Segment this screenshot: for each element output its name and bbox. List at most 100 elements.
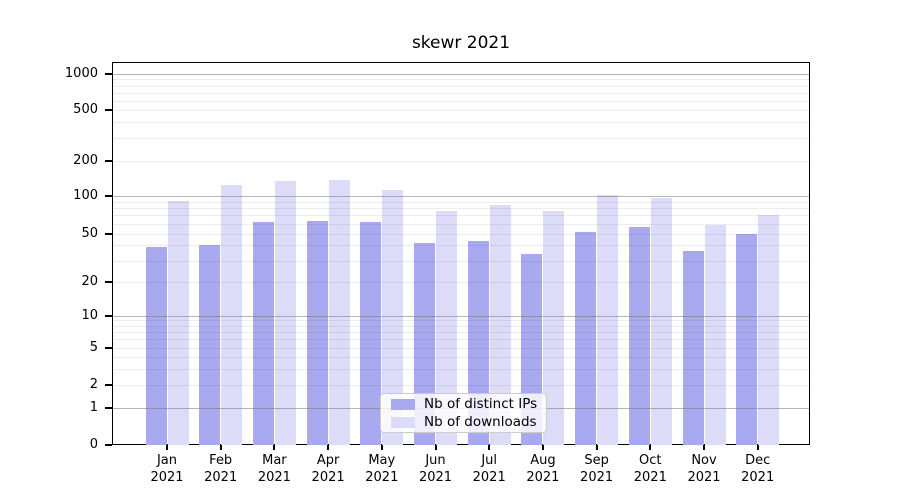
- x-tick-mark: [703, 445, 705, 450]
- x-tick-label: Dec 2021: [741, 453, 775, 485]
- bar-downloads-mar: [274, 181, 296, 445]
- y-tick-label: 500: [73, 102, 98, 117]
- x-tick-label: Aug 2021: [526, 453, 560, 485]
- bar-ips-mar: [252, 221, 274, 445]
- gridline-minor: [113, 100, 809, 102]
- x-tick-label: May 2021: [365, 453, 399, 485]
- x-tick-mark: [273, 445, 276, 450]
- gridline-minor: [113, 85, 809, 87]
- gridline-minor: [113, 368, 809, 370]
- legend-label: Nb of downloads: [424, 413, 537, 430]
- y-tick-label: 50: [81, 225, 98, 241]
- gridline-minor: [113, 332, 809, 334]
- x-tick-mark: [166, 445, 168, 450]
- y-tick-mark: [105, 159, 112, 162]
- legend-swatch: [391, 416, 415, 428]
- gridline-minor: [113, 385, 809, 386]
- bar-downloads-feb: [221, 184, 243, 445]
- x-tick-mark: [327, 445, 330, 450]
- gridline-minor: [113, 260, 809, 262]
- bar-ips-sep: [575, 232, 597, 445]
- y-tick-mark: [105, 232, 112, 235]
- y-tick-label: 0: [89, 437, 98, 452]
- x-tick-mark: [649, 445, 652, 450]
- gridline-minor: [113, 339, 809, 341]
- bar-downloads-aug: [543, 210, 565, 445]
- legend: Nb of distinct IPs Nb of downloads: [380, 393, 547, 433]
- x-tick-mark: [434, 445, 437, 450]
- x-tick-label: Feb 2021: [204, 453, 238, 485]
- gridline-minor: [113, 110, 809, 111]
- y-tick-label: 10: [81, 307, 98, 323]
- bar-downloads-nov: [704, 224, 726, 445]
- x-tick-mark: [756, 445, 759, 450]
- y-tick-mark: [105, 314, 112, 317]
- gridline-minor: [113, 325, 809, 327]
- gridline-minor: [113, 201, 809, 203]
- gridline-minor: [113, 282, 809, 283]
- bar-ips-may: [360, 221, 382, 445]
- x-tick-label: Sep 2021: [580, 453, 614, 485]
- y-tick-label: 200: [73, 152, 98, 168]
- bar-ips-oct: [628, 227, 650, 445]
- bar-ips-jan: [145, 246, 167, 445]
- gridline-minor: [113, 245, 809, 247]
- x-tick-label: Jul 2021: [472, 453, 506, 485]
- y-tick-mark: [105, 281, 112, 283]
- bar-downloads-apr: [328, 179, 350, 445]
- x-tick-mark: [541, 445, 544, 450]
- y-tick-label: 2: [89, 377, 98, 392]
- gridline-minor: [113, 122, 809, 124]
- y-tick-label: 20: [81, 274, 98, 289]
- x-tick-mark: [488, 445, 491, 450]
- legend-label: Nb of distinct IPs: [424, 395, 538, 412]
- y-tick-label: 100: [73, 188, 98, 203]
- bar-ips-nov: [682, 250, 704, 445]
- gridline-major: [113, 74, 809, 75]
- bar-downloads-jul: [489, 205, 511, 445]
- gridline-major: [113, 196, 809, 197]
- gridline-minor: [113, 160, 809, 162]
- bar-downloads-oct: [650, 198, 672, 445]
- x-tick-label: Jan 2021: [150, 453, 184, 485]
- gridline-major: [113, 315, 809, 317]
- gridline-minor: [113, 320, 809, 322]
- y-tick-mark: [105, 444, 112, 446]
- y-tick-mark: [105, 347, 112, 349]
- gridline-minor: [113, 92, 809, 94]
- legend-swatch: [391, 398, 415, 410]
- bar-downloads-sep: [597, 194, 619, 445]
- x-tick-label: Oct 2021: [633, 453, 667, 485]
- y-tick-mark: [105, 407, 112, 409]
- bar-downloads-may: [382, 190, 404, 445]
- y-tick-mark: [105, 109, 112, 111]
- y-tick-mark: [105, 195, 112, 197]
- bar-ips-dec: [736, 233, 758, 445]
- y-tick-label: 1000: [64, 66, 98, 81]
- x-tick-label: Nov 2021: [687, 453, 721, 485]
- bar-downloads-jan: [167, 201, 189, 445]
- chart-title: skewr 2021: [411, 33, 511, 53]
- plot-area: [112, 62, 810, 445]
- x-tick-mark: [219, 445, 222, 450]
- x-tick-label: Jun 2021: [418, 453, 453, 485]
- bar-downloads-jun: [436, 210, 457, 445]
- gridline-minor: [113, 223, 809, 225]
- legend-row: Nb of downloads: [381, 413, 546, 430]
- x-tick-mark: [595, 445, 598, 450]
- y-tick-mark: [105, 384, 112, 386]
- gridline-minor: [113, 233, 809, 235]
- x-tick-label: Apr 2021: [311, 453, 345, 485]
- x-tick-label: Mar 2021: [257, 453, 291, 485]
- gridline-minor: [113, 208, 809, 210]
- bar-ips-feb: [199, 245, 221, 445]
- gridline-minor: [113, 79, 809, 81]
- y-tick-label: 5: [89, 340, 98, 355]
- y-tick-label: 1: [89, 400, 98, 415]
- x-tick-mark: [380, 445, 383, 450]
- gridline-minor: [113, 138, 809, 140]
- gridline-minor: [113, 357, 809, 358]
- bar-ips-apr: [306, 220, 328, 445]
- legend-row: Nb of distinct IPs: [381, 395, 546, 412]
